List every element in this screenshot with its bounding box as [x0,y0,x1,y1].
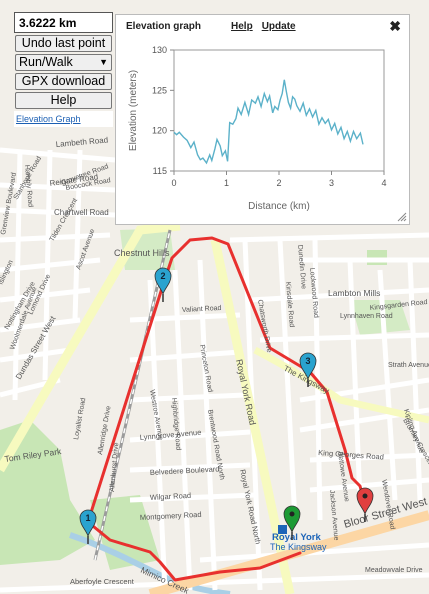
marker-dot [289,511,295,517]
street-label: Belvedere Boulevard [150,464,220,477]
street-label: Wilgar Road [150,491,192,502]
x-tick-label: 3 [329,178,334,188]
undo-last-point-button[interactable]: Undo last point [15,35,112,52]
park-area [0,420,95,565]
street-label: Lynnhaven Road [340,313,393,320]
x-tick-label: 4 [381,178,386,188]
y-tick-label: 120 [152,126,167,136]
marker-pin-shape [154,267,172,296]
the-kingsway-road [253,346,429,424]
panel-title: Elevation graph [126,20,202,32]
street-label: Jackson Avenue [328,490,339,541]
end-pin-icon[interactable] [356,487,374,522]
marker-dot [362,493,368,499]
railway-dash [94,229,171,561]
marker-pin-shape [356,487,374,516]
royal-york-road [210,239,295,594]
elevation-graph-panel: Elevation graph Help Update ✖ 0 1 2 3 4 115 12… [115,14,410,225]
plot-frame [173,49,385,172]
elevation-help-link[interactable]: Help [231,20,253,32]
street-label: Hambly Road [23,165,34,208]
panel-header: Elevation graph Help Update [116,15,409,37]
street-label: Aberfoyle Crescent [70,577,135,586]
map-pin-icon[interactable]: 1 [79,509,97,544]
street-label: Lockwood Road [308,268,319,319]
x-tick-label: 2 [276,178,281,188]
x-tick-label: 1 [224,178,229,188]
station-sublabel: The Kingsway [270,542,327,552]
bloor-street [148,510,429,594]
street-label: Chartwell Road [54,208,109,217]
elevation-graph-link[interactable]: Elevation Graph [14,111,113,127]
y-tick-label: 115 [153,166,167,176]
distance-readout: 3.6222 km [14,12,113,33]
marker-label: 2 [160,271,165,281]
street-label: Montgomery Road [140,510,202,522]
street-label: Allanhurst Drive [109,442,120,492]
mode-select-value: Run/Walk [19,55,73,69]
axis-ticks: 0 1 2 3 4 115 120 125 130 [152,45,387,188]
marker-pin-shape [283,505,301,534]
elevation-chart: 0 1 2 3 4 115 120 125 130 Distance (km) Elevatio… [128,45,387,212]
plot-area [173,49,385,172]
subway-icon [278,525,287,534]
x-axis-label: Distance (km) [248,201,310,212]
resize-grip-icon[interactable] [397,212,407,222]
close-icon[interactable]: ✖ [389,18,401,34]
start-pin-icon[interactable] [283,505,301,540]
y-tick-label: 125 [152,85,167,95]
street-network [0,147,429,593]
dundas-street [0,221,181,473]
map-pin-icon[interactable]: 2 [154,267,172,302]
route-line [86,236,367,582]
street-label: Strath Avenue [388,362,429,369]
x-tick-label: 0 [171,178,176,188]
street-label: Valiant Road [182,305,222,314]
mode-select[interactable]: Run/Walk ▼ [15,54,112,71]
marker-label: 1 [85,513,90,523]
street-label: Meadowvale Drive [365,567,423,574]
elevation-series-line [173,79,364,165]
marker-pin-shape [299,352,317,381]
street-label: Kinsdale Road [284,282,295,328]
marker-label: 3 [305,356,310,366]
creek [69,532,231,594]
route-controls: 3.6222 km Undo last point Run/Walk ▼ GPX… [14,12,113,127]
street-label: Chestnut Hills [114,248,170,258]
park-area [350,300,410,335]
help-button[interactable]: Help [15,92,112,109]
y-axis-label: Elevation (meters) [128,70,139,151]
chevron-down-icon: ▼ [99,57,108,67]
gpx-download-button[interactable]: GPX download [15,73,112,90]
elevation-update-link[interactable]: Update [261,20,296,32]
street-label: Lambton Mills [328,288,380,298]
station-label: Royal York [272,532,321,543]
y-tick-label: 130 [152,45,167,55]
route-markers[interactable]: 1 2 3 [79,267,374,544]
street-label: Dunedin Drive [296,245,307,290]
street-label: Highbridge Road [170,398,182,451]
map-pin-icon[interactable]: 3 [299,352,317,387]
marker-pin-shape [79,509,97,538]
